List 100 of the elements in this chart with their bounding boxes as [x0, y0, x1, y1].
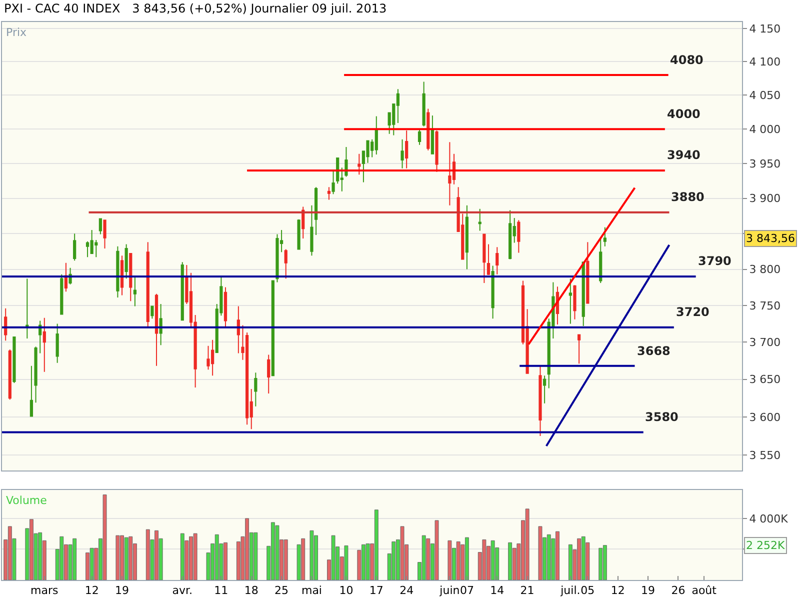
candlestick [297, 218, 300, 250]
candlestick [344, 146, 348, 178]
bar [602, 545, 607, 580]
x-tick-label: 25 [274, 584, 289, 598]
bar [284, 539, 288, 580]
candlestick [435, 130, 438, 172]
bar [456, 541, 460, 580]
candlestick [254, 372, 258, 407]
candlestick [116, 246, 120, 298]
candlestick [73, 233, 76, 262]
candlestick [120, 255, 124, 296]
x-tick-label: 11 [214, 584, 228, 598]
bar [366, 543, 370, 580]
bar [426, 538, 430, 580]
bar [374, 510, 378, 580]
candlestick [302, 206, 305, 240]
candlestick [314, 186, 318, 236]
candlestick [538, 364, 542, 437]
y-tick-label: 4 050 [749, 89, 781, 102]
candlestick [448, 142, 452, 206]
candlestick [90, 230, 94, 254]
candlestick [358, 153, 361, 176]
bar [538, 526, 542, 580]
candlestick [482, 234, 486, 284]
bar [400, 526, 404, 580]
candlestick [42, 317, 46, 372]
candlestick [578, 334, 581, 364]
candlestick [486, 244, 490, 276]
y-tick-label: 3 800 [749, 263, 781, 276]
bar [214, 534, 219, 580]
bar [124, 537, 128, 580]
candlestick [267, 354, 270, 394]
candlestick [38, 320, 42, 354]
bar [344, 545, 348, 580]
bar [128, 536, 133, 580]
candlestick [573, 284, 576, 320]
y-tick-label: 4 100 [749, 56, 781, 69]
y-tick-label: 3 600 [749, 410, 781, 424]
candlestick [129, 253, 132, 302]
y-tick-label: 3 700 [749, 336, 781, 349]
bar [254, 532, 258, 580]
y-tick-label: 4 000K [749, 512, 789, 526]
candlestick [30, 365, 34, 417]
candlestick [405, 130, 408, 169]
bar [464, 537, 469, 580]
y-tick-label: 3 650 [749, 373, 781, 386]
candlestick [327, 186, 331, 200]
bar [508, 542, 512, 580]
x-tick-label: juil. [560, 584, 580, 598]
series-label: 3790 [698, 254, 732, 268]
x-tick-label: juin [438, 584, 460, 598]
candlestick [103, 220, 106, 250]
x-tick-label: 05 [580, 584, 595, 598]
bar [331, 535, 336, 580]
candlestick [271, 280, 274, 376]
x-tick-label: mars [30, 584, 59, 598]
candlestick [60, 274, 64, 315]
candlestick [491, 265, 494, 320]
candlestick [465, 204, 468, 270]
bar [60, 536, 64, 580]
bar [392, 541, 396, 580]
bar [448, 540, 452, 580]
bar [598, 548, 603, 580]
bar [310, 530, 314, 580]
text: 2 252K [746, 539, 786, 552]
x-tick-label: avr. [172, 584, 193, 598]
candlestick [582, 262, 585, 326]
candlestick [426, 108, 430, 151]
x-tick-label: mai [301, 584, 322, 598]
candlestick [4, 308, 8, 342]
candlestick [400, 138, 404, 169]
candlestick [310, 204, 314, 256]
candlestick [543, 375, 546, 404]
chart-title: PXI - CAC 40 INDEX 3 843,56 (+0,52%) Journalier 09 juil. 2013 [4, 2, 387, 16]
candlestick [34, 346, 38, 404]
candlestick [599, 238, 602, 284]
x-tick-label: août [692, 584, 718, 598]
candlestick [146, 242, 150, 328]
candlestick [284, 248, 288, 280]
candlestick [508, 210, 512, 260]
y-tick-label: 3 550 [749, 449, 781, 462]
candlestick [430, 115, 434, 154]
x-tick-label: 18 [244, 584, 258, 598]
candlestick [98, 218, 102, 235]
candlestick [159, 304, 162, 346]
series-label: 3668 [637, 344, 670, 358]
candlestick [224, 286, 228, 328]
y-axis-title: Volume [6, 494, 48, 507]
candlestick [180, 262, 184, 321]
candlestick [236, 306, 240, 354]
bar [581, 536, 586, 580]
bar [116, 535, 120, 580]
x-tick-label: 10 [339, 584, 354, 598]
x-tick-label: 17 [369, 584, 384, 598]
y-tick-label: 3 950 [749, 157, 781, 170]
bar [90, 548, 94, 580]
x-tick-label: 26 [671, 584, 686, 598]
candlestick [478, 208, 482, 232]
bar [146, 529, 150, 580]
x-tick-label: 21 [520, 584, 534, 598]
